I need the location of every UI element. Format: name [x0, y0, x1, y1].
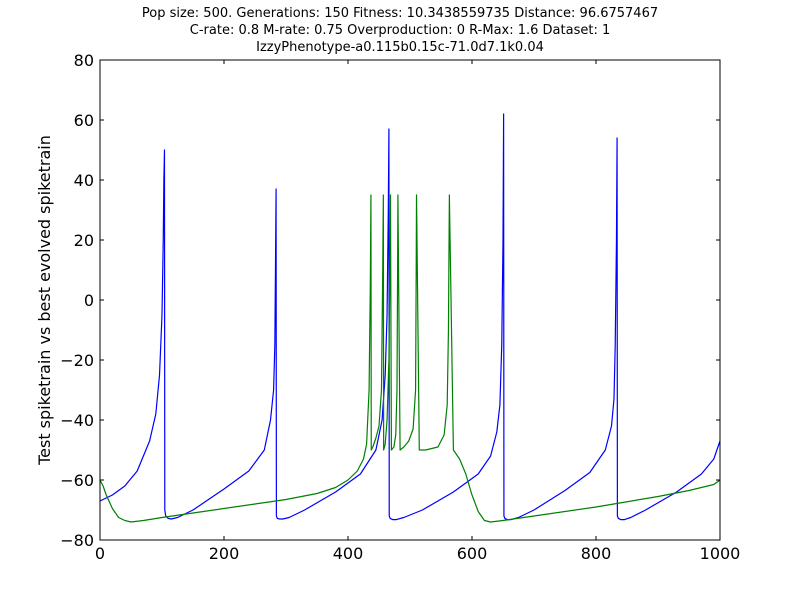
series-line-2 — [100, 194, 720, 523]
y-axis-label: Test spiketrain vs best evolved spiketra… — [35, 135, 54, 466]
ticks: 0 200 400 600 800 1000 −80 −60 −40 −20 0 20 40 60 80 — [60, 51, 740, 563]
plot-area — [100, 113, 720, 523]
x-tick-label: 800 — [581, 544, 612, 563]
series-line-1 — [100, 113, 720, 521]
x-tick-label: 400 — [333, 544, 364, 563]
y-tick-label: −20 — [60, 351, 94, 370]
x-tick-label: 200 — [209, 544, 240, 563]
y-tick-label: 20 — [74, 231, 94, 250]
chart-title-line-1: Pop size: 500. Generations: 150 Fitness:… — [141, 6, 659, 21]
y-tick-label: −80 — [60, 531, 94, 550]
chart-title-line-2: C-rate: 0.8 M-rate: 0.75 Overproduction:… — [189, 23, 611, 38]
y-tick-label: −60 — [60, 471, 94, 490]
x-tick-label: 1000 — [700, 544, 741, 563]
y-tick-label: 60 — [74, 111, 94, 130]
chart-title-line-3: IzzyPhenotype-a0.115b0.15c-71.0d7.1k0.04 — [256, 40, 544, 55]
y-tick-label: 40 — [74, 171, 94, 190]
axes-frame — [99, 59, 721, 541]
x-tick-label: 0 — [95, 544, 105, 563]
y-tick-label: −40 — [60, 411, 94, 430]
x-tick-label: 600 — [457, 544, 488, 563]
y-tick-label: 80 — [74, 51, 94, 70]
y-tick-label: 0 — [84, 291, 94, 310]
